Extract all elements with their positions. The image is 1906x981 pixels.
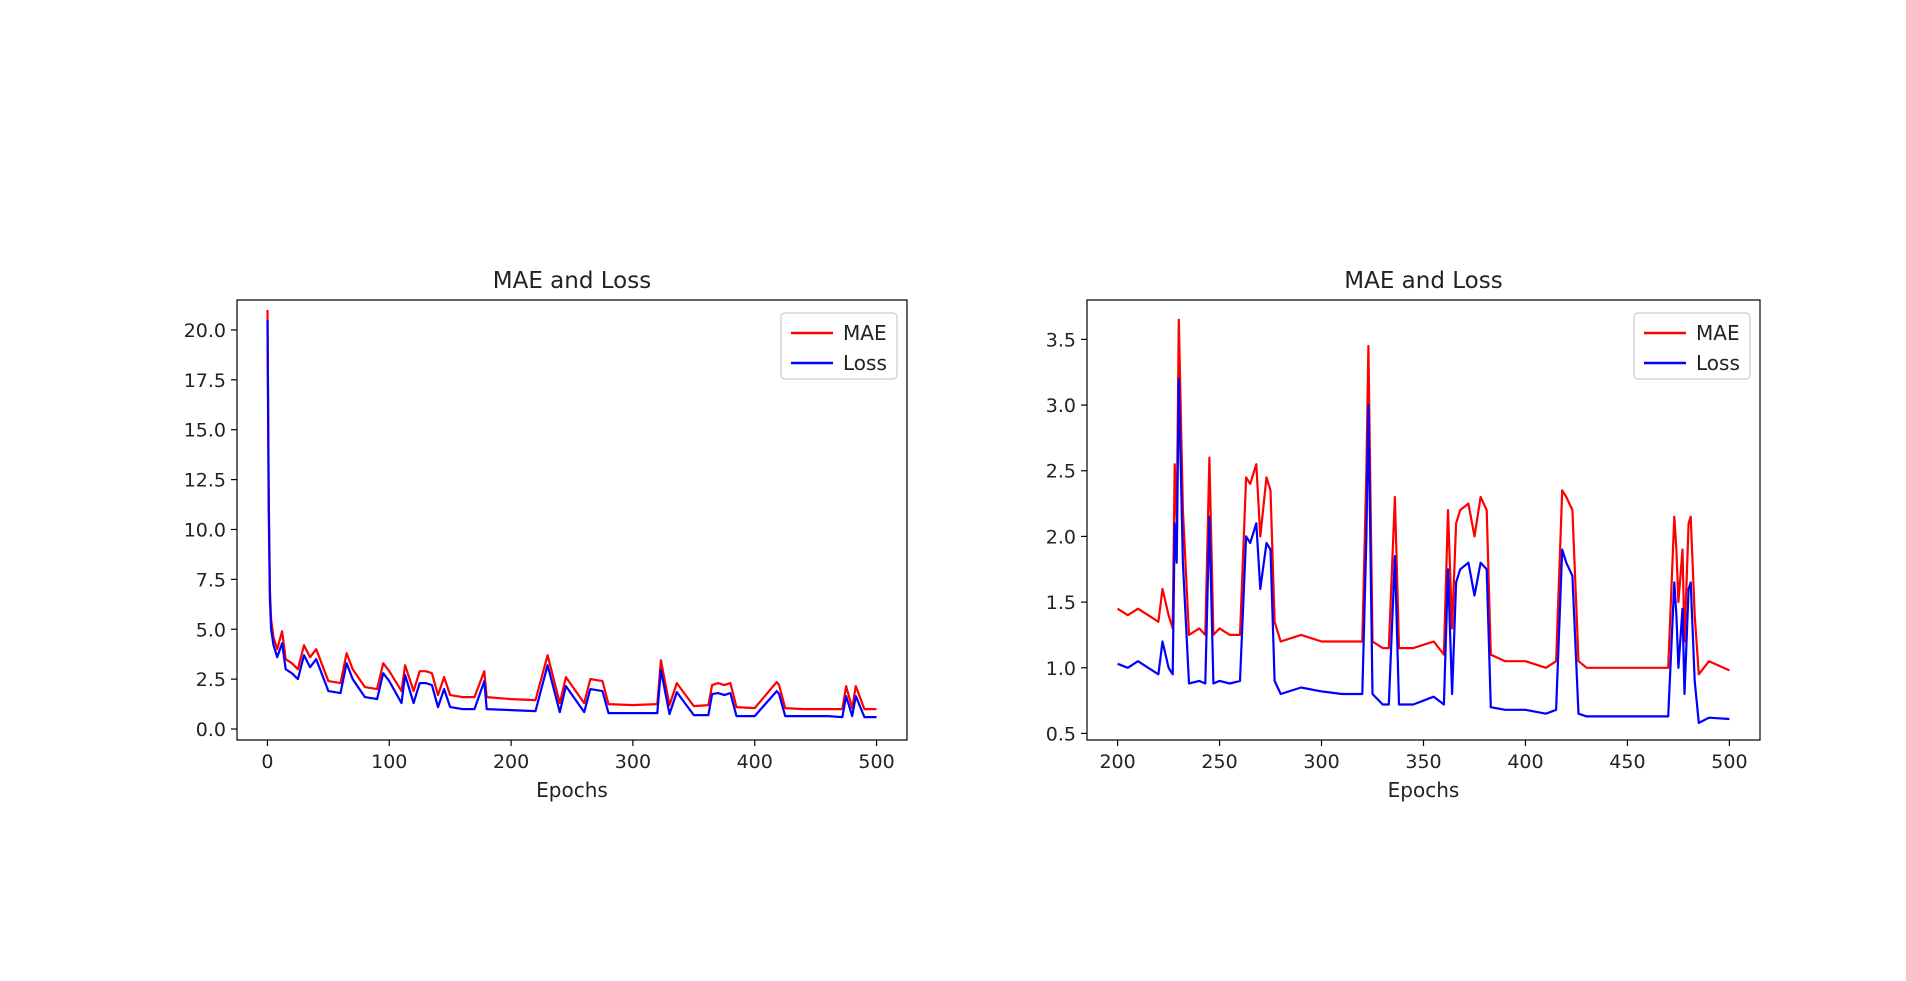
y-tick-label: 10.0 [184, 519, 226, 541]
y-tick-label: 7.5 [196, 569, 226, 591]
y-tick-label: 17.5 [184, 370, 226, 392]
legend-label-loss: Loss [1696, 351, 1740, 375]
x-tick-label: 400 [1507, 751, 1543, 773]
x-tick-label: 450 [1609, 751, 1645, 773]
series-line-loss [1117, 377, 1730, 725]
series-line-loss [266, 319, 877, 719]
x-tick-label: 350 [1405, 751, 1441, 773]
series-line-mae [1117, 318, 1730, 676]
y-tick-label: 2.0 [1046, 526, 1076, 548]
chart-panel-1: MAE and Loss 0 100 200 300 400 500 0.0 2.5 5.0 7.5… [184, 268, 908, 802]
x-tick-label: 0 [261, 751, 273, 773]
y-tick-label: 20.0 [184, 320, 226, 342]
x-tick-label: 250 [1201, 751, 1237, 773]
chart-panel-2: MAE and Loss 200 250 300 350 400 450 500 0.5 1.0 1… [1046, 268, 1761, 802]
y-tick-label: 3.0 [1046, 395, 1076, 417]
axes-frame [236, 299, 908, 741]
x-tick-label: 300 [615, 751, 651, 773]
y-tick-label: 5.0 [196, 619, 226, 641]
legend: MAE Loss [780, 312, 898, 380]
chart-title: MAE and Loss [1344, 268, 1502, 294]
x-tick-label: 500 [858, 751, 894, 773]
x-tick-label: 200 [493, 751, 529, 773]
x-tick-label: 400 [737, 751, 773, 773]
legend-label-mae: MAE [843, 321, 887, 345]
chart-title: MAE and Loss [493, 268, 651, 294]
x-tick-label: 300 [1303, 751, 1339, 773]
y-tick-label: 1.0 [1046, 658, 1076, 680]
legend: MAE Loss [1633, 312, 1751, 380]
x-tick-label: 500 [1711, 751, 1747, 773]
y-tick-label: 3.5 [1046, 329, 1076, 351]
legend-label-loss: Loss [843, 351, 887, 375]
x-axis-label: Epochs [536, 778, 608, 802]
y-tick-label: 1.5 [1046, 592, 1076, 614]
y-tick-label: 12.5 [184, 470, 226, 492]
y-tick-label: 15.0 [184, 420, 226, 442]
y-tick-label: 2.5 [1046, 461, 1076, 483]
legend-label-mae: MAE [1696, 321, 1740, 345]
x-axis-label: Epochs [1388, 778, 1460, 802]
x-tick-label: 100 [371, 751, 407, 773]
y-tick-label: 0.5 [1046, 723, 1076, 745]
y-tick-label: 2.5 [196, 669, 226, 691]
x-tick-label: 200 [1099, 751, 1135, 773]
y-tick-label: 0.0 [196, 719, 226, 741]
